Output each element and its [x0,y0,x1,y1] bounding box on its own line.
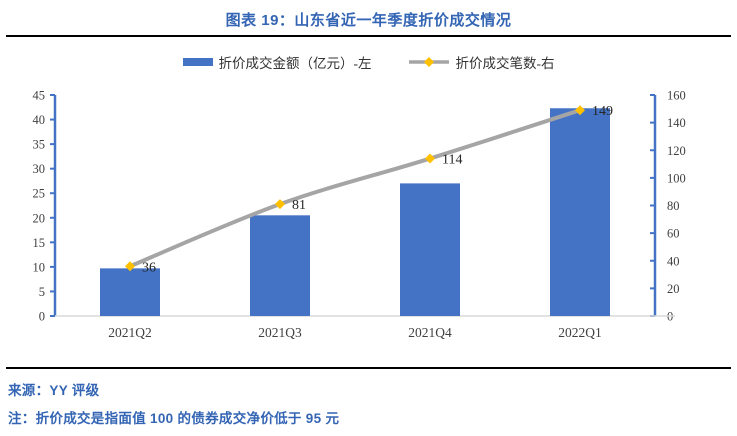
legend-label-line-series: 折价成交笔数-右 [455,56,555,71]
bar-2022Q1 [550,108,610,316]
y-axis-right-tick-label: 40 [667,254,680,268]
y-axis-left-tick-label: 10 [33,260,46,274]
line-marker-2021Q2 [125,261,135,272]
chart-title: 图表 19：山东省近一年季度折价成交情况 [225,12,512,29]
bar-2021Q3 [250,215,310,316]
legend-item-line-series: 折价成交笔数-右 [408,52,555,72]
y-axis-left-tick-label: 0 [39,310,45,324]
line-marker-2022Q1 [575,105,585,116]
note-line: 注：折价成交是指面值 100 的债券成交净价低于 95 元 [8,411,340,426]
legend-item-bar-series: 折价成交金额（亿元）-左 [182,52,372,72]
y-axis-left-tick-label: 20 [33,211,46,225]
y-axis-left-tick-label: 30 [33,162,46,176]
line-marker-2021Q3 [275,199,285,210]
source-line: 来源：YY 评级 [8,383,100,398]
top-divider [6,35,731,37]
y-axis-left-tick-label: 45 [33,89,46,103]
legend-label-bar-series: 折价成交金额（亿元）-左 [218,56,372,71]
bottom-divider [6,367,731,369]
y-axis-left-tick-label: 15 [33,236,46,250]
y-axis-right-tick-label: 140 [667,116,686,130]
y-axis-right-tick-label: 120 [667,144,686,158]
x-axis-category-label: 2021Q2 [108,325,152,340]
y-axis-right-tick-label: 60 [667,227,680,241]
y-axis-left-tick-label: 40 [33,113,46,127]
y-axis-right-tick-label: 20 [667,282,680,296]
data-label: 36 [142,260,156,275]
x-axis-category-label: 2021Q4 [408,325,452,340]
y-axis-left-tick-label: 25 [33,187,46,201]
x-axis-category-label: 2022Q1 [558,325,602,340]
bar-series-swatch-icon [182,58,213,66]
y-axis-right-tick-label: 100 [667,171,686,185]
bar-2021Q2 [100,268,160,316]
bar-2021Q4 [400,183,460,316]
y-axis-left-tick-label: 35 [33,138,46,152]
line-series-path [128,108,582,269]
data-label: 81 [292,198,306,213]
data-label: 149 [592,104,613,119]
line-marker-2021Q4 [425,153,435,164]
data-label: 114 [442,153,462,168]
line-series-marker-icon [408,57,449,67]
chart-legend: 折价成交金额（亿元）-左 折价成交笔数-右 [0,52,737,72]
y-axis-left-tick-label: 5 [39,285,45,299]
y-axis-right-tick-label: 160 [667,89,686,103]
y-axis-right-tick-label: 80 [667,199,680,213]
x-axis-category-label: 2021Q3 [258,325,302,340]
combo-chart-canvas: 0510152025303540450204060801001201401603… [33,89,686,341]
